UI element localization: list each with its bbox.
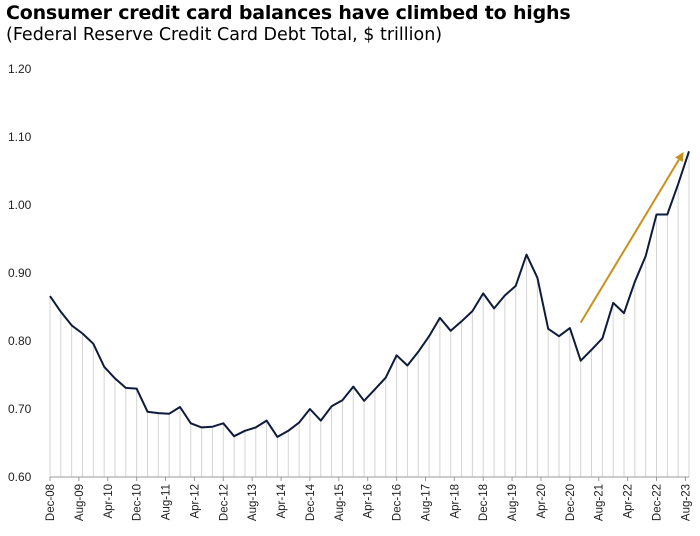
x-axis: Dec-08 Aug-09 Apr-10 Dec-10 Aug-11 Apr-12 Dec-… xyxy=(45,476,692,521)
trend-arrow-head xyxy=(675,151,684,162)
x-tick-label: Aug-15 xyxy=(334,484,346,521)
x-tick-label: Aug-13 xyxy=(247,484,259,521)
chart-subtitle: (Federal Reserve Credit Card Debt Total,… xyxy=(6,25,443,45)
x-tick-label: Apr-18 xyxy=(449,484,461,519)
y-tick-label: 0.60 xyxy=(8,470,32,484)
x-tick-label: Aug-11 xyxy=(161,484,173,520)
x-tick-label: Aug-23 xyxy=(680,484,692,521)
series-line xyxy=(49,150,690,438)
x-tick-label: Dec-08 xyxy=(45,484,57,521)
series-group xyxy=(49,150,690,438)
y-tick-label: 1.10 xyxy=(8,130,32,144)
chart-title: Consumer credit card balances have climb… xyxy=(6,2,571,24)
x-tick-label: Aug-19 xyxy=(507,484,519,521)
x-tick-label: Dec-14 xyxy=(305,483,317,521)
y-tick-label: 0.80 xyxy=(8,334,32,348)
x-tick-label: Apr-14 xyxy=(276,483,288,518)
y-axis: 0.60 0.70 0.80 0.90 1.00 1.10 1.20 xyxy=(8,62,32,484)
annotation-group xyxy=(579,151,684,324)
y-tick-label: 1.00 xyxy=(8,198,32,212)
y-tick-label: 1.20 xyxy=(8,62,32,76)
x-tick-label: Apr-16 xyxy=(363,484,375,519)
x-tick-label: Dec-18 xyxy=(478,484,490,521)
x-tick-label: Dec-10 xyxy=(132,484,144,521)
drop-lines xyxy=(49,151,690,477)
x-tick-label: Aug-21 xyxy=(594,484,606,521)
x-tick-label: Apr-12 xyxy=(189,484,201,519)
x-tick-label: Apr-20 xyxy=(536,484,548,519)
x-tick-label: Aug-17 xyxy=(420,484,432,521)
x-tick-label: Apr-22 xyxy=(623,484,635,519)
x-tick-label: Dec-22 xyxy=(652,484,664,521)
trend-arrow-line xyxy=(579,159,680,324)
x-tick-label: Aug-09 xyxy=(74,484,86,521)
x-tick-label: Dec-16 xyxy=(392,484,404,521)
x-tick-label: Dec-12 xyxy=(218,484,230,521)
y-tick-label: 0.90 xyxy=(8,266,32,280)
y-tick-label: 0.70 xyxy=(8,402,32,416)
x-tick-label: Apr-10 xyxy=(103,484,115,519)
x-tick-label: Dec-20 xyxy=(565,484,577,521)
